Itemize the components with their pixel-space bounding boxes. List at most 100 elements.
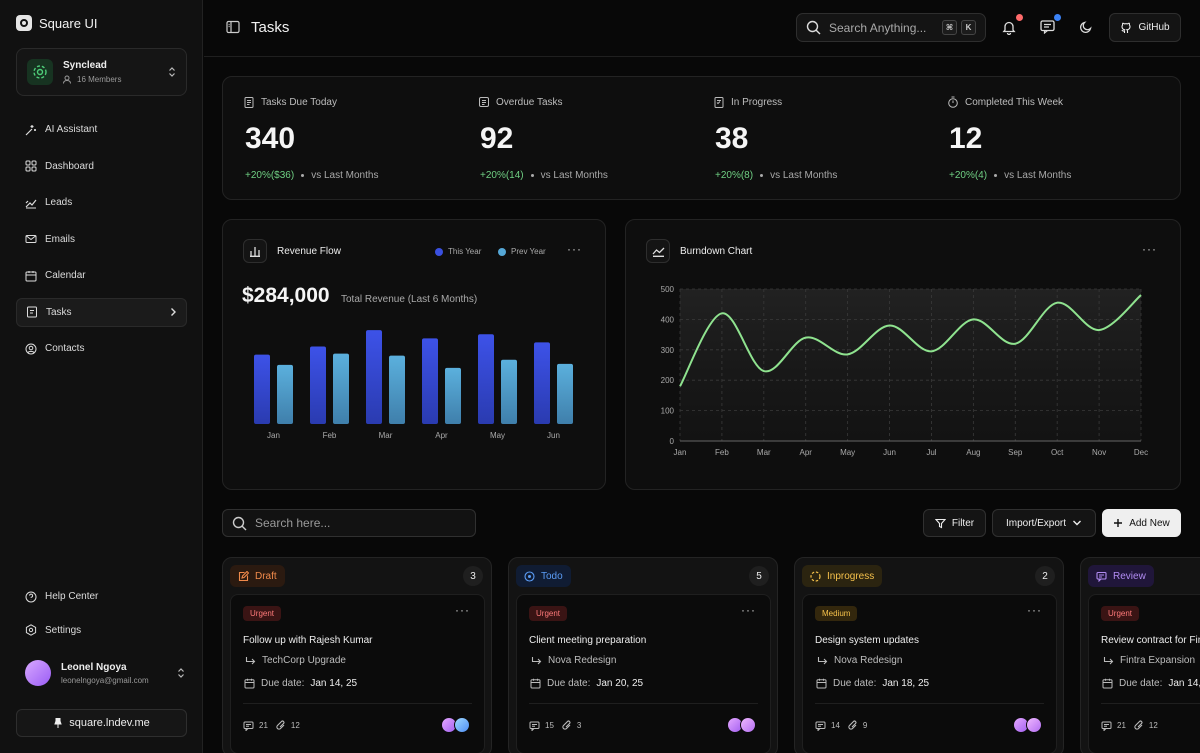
line-chart-icon bbox=[646, 239, 670, 263]
search-icon bbox=[232, 516, 247, 531]
nav-item-emails[interactable]: Emails bbox=[16, 225, 187, 254]
task-card[interactable]: Medium ··· Design system updates Nova Re… bbox=[802, 594, 1057, 753]
github-button[interactable]: GitHub bbox=[1109, 13, 1181, 42]
kbd-cmd: ⌘ bbox=[942, 20, 957, 35]
comment-icon bbox=[815, 721, 826, 731]
moon-icon[interactable] bbox=[1079, 20, 1093, 34]
nav-item-settings[interactable]: Settings bbox=[16, 616, 187, 645]
filter-button[interactable]: Filter bbox=[923, 509, 986, 537]
burndown-header: Burndown Chart bbox=[646, 239, 752, 263]
y-tick-label: 100 bbox=[661, 407, 675, 416]
nav-item-tasks[interactable]: Tasks bbox=[16, 297, 187, 327]
workspace-logo-icon bbox=[27, 59, 53, 85]
more-options-icon[interactable]: ··· bbox=[455, 603, 470, 617]
y-tick-label: 400 bbox=[661, 315, 675, 324]
stat-compare: vs Last Months bbox=[311, 170, 379, 181]
calendar-icon bbox=[530, 678, 541, 689]
nav-item-contacts[interactable]: Contacts bbox=[16, 334, 187, 363]
due-date: Jan 14, 25 bbox=[310, 678, 358, 689]
bar-mar-prev-year bbox=[389, 355, 405, 424]
burndown-title: Burndown Chart bbox=[680, 245, 753, 257]
burndown-series-line bbox=[679, 294, 1142, 387]
main-nav: AI Assistant Dashboard Leads Emails Cale… bbox=[16, 115, 187, 371]
sidebar-toggle-icon[interactable] bbox=[226, 20, 240, 34]
nav-item-calendar[interactable]: Calendar bbox=[16, 261, 187, 290]
stat-compare: vs Last Months bbox=[1004, 170, 1072, 181]
stat-compare: vs Last Months bbox=[540, 170, 608, 181]
stat-value: 38 bbox=[715, 122, 749, 155]
paperclip-icon bbox=[1134, 720, 1144, 731]
calendar-icon bbox=[25, 270, 37, 282]
bar-feb-this-year bbox=[310, 346, 326, 424]
more-options-icon[interactable]: ··· bbox=[1142, 242, 1157, 256]
column-name: Review bbox=[1113, 570, 1146, 582]
plus-icon bbox=[1113, 518, 1123, 528]
nav-item-leads[interactable]: Leads bbox=[16, 188, 187, 217]
column-badge[interactable]: Todo bbox=[516, 565, 571, 587]
attachment-count: 3 bbox=[576, 721, 582, 730]
x-tick-label: Dec bbox=[1134, 448, 1148, 457]
task-card[interactable]: Urgent ··· Client meeting preparation No… bbox=[516, 594, 771, 753]
bar-chart-icon bbox=[243, 239, 267, 263]
nav-label: Calendar bbox=[45, 270, 86, 281]
column-badge[interactable]: Inprogress bbox=[802, 565, 883, 587]
y-tick-label: 300 bbox=[661, 346, 675, 355]
nav-label: Help Center bbox=[45, 591, 99, 602]
site-link-button[interactable]: square.lndev.me bbox=[16, 709, 187, 737]
stat-change: +20%(8) bbox=[715, 170, 754, 181]
stat-label: Completed This Week bbox=[965, 96, 1064, 108]
more-options-icon[interactable]: ··· bbox=[1027, 603, 1042, 617]
import-export-button[interactable]: Import/Export bbox=[992, 509, 1096, 537]
bell-icon[interactable] bbox=[1002, 20, 1016, 35]
avatar bbox=[1026, 717, 1042, 733]
stat-value: 340 bbox=[245, 122, 296, 155]
kbd-k: K bbox=[961, 20, 976, 35]
kanban-column-inprogress: Inprogress 2 Medium ··· Design system up… bbox=[794, 557, 1064, 753]
column-name: Draft bbox=[255, 570, 277, 582]
comment-icon bbox=[243, 721, 254, 731]
y-tick-label: 0 bbox=[670, 437, 675, 446]
comment-count: 15 bbox=[545, 721, 554, 730]
stat-change: +20%(14) bbox=[480, 170, 524, 181]
stat-label: Overdue Tasks bbox=[496, 96, 563, 108]
workspace-switcher[interactable]: Synclead 16 Members bbox=[16, 48, 187, 96]
bottom-nav: Help Center Settings bbox=[16, 582, 187, 649]
brand-logo-icon bbox=[16, 15, 32, 31]
task-card[interactable]: Urgent Review contract for Fintra Fintra… bbox=[1088, 594, 1200, 753]
stats-card bbox=[222, 76, 1181, 200]
filter-icon bbox=[934, 518, 946, 529]
y-tick-label: 200 bbox=[661, 376, 675, 385]
comment-count: 14 bbox=[831, 721, 840, 730]
x-tick-label: Apr bbox=[800, 448, 813, 457]
user-menu[interactable]: Leonel Ngoya leonelngoya@gmail.com bbox=[25, 660, 185, 686]
legend-label: This Year bbox=[448, 247, 482, 256]
bar-apr-prev-year bbox=[445, 367, 461, 424]
message-icon[interactable] bbox=[1040, 20, 1055, 34]
overdue-icon bbox=[478, 96, 490, 108]
add-new-button[interactable]: Add New bbox=[1102, 509, 1181, 537]
task-card[interactable]: Urgent ··· Follow up with Rajesh Kumar T… bbox=[230, 594, 485, 753]
column-name: Inprogress bbox=[827, 570, 875, 582]
nav-item-help-center[interactable]: Help Center bbox=[16, 582, 187, 611]
kanban-column-draft: Draft 3 Urgent ··· Follow up with Rajesh… bbox=[222, 557, 492, 753]
revenue-total-label: Total Revenue (Last 6 Months) bbox=[341, 294, 478, 305]
loader-icon bbox=[810, 570, 821, 582]
legend-prev-year: Prev Year bbox=[498, 247, 546, 256]
nav-item-dashboard[interactable]: Dashboard bbox=[16, 152, 187, 181]
global-search-input[interactable]: Search Anything... ⌘ K bbox=[796, 13, 986, 42]
column-badge[interactable]: Draft bbox=[230, 565, 285, 587]
more-options-icon[interactable]: ··· bbox=[567, 242, 582, 256]
column-badge[interactable]: Review bbox=[1088, 565, 1154, 587]
grid-icon bbox=[25, 160, 37, 172]
assignee-avatars bbox=[1013, 717, 1042, 733]
task-search-input[interactable]: Search here... bbox=[222, 509, 476, 537]
y-tick-label: 500 bbox=[661, 285, 675, 294]
chevron-updown-icon bbox=[177, 667, 185, 679]
due-date: Jan 18, 25 bbox=[882, 678, 930, 689]
brand[interactable]: Square UI bbox=[16, 15, 98, 31]
x-tick-label: Jun bbox=[547, 431, 560, 440]
due-date: Jan 20, 25 bbox=[596, 678, 644, 689]
more-options-icon[interactable]: ··· bbox=[741, 603, 756, 617]
nav-item-ai-assistant[interactable]: AI Assistant bbox=[16, 115, 187, 144]
nav-label: Leads bbox=[45, 197, 73, 208]
